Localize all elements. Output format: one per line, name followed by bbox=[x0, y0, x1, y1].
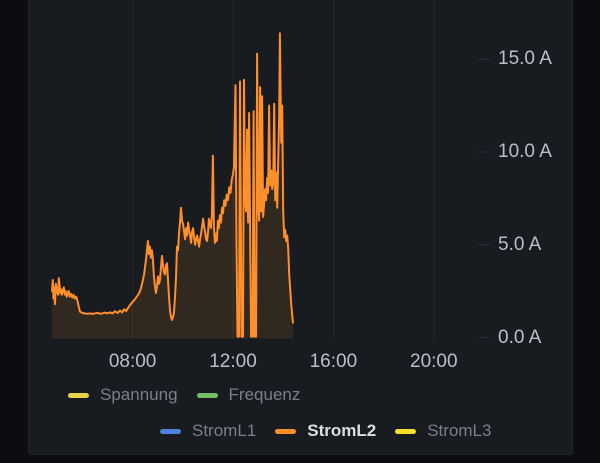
legend-item-stroml2[interactable]: StromL2 bbox=[275, 421, 376, 441]
legend-item-label: StromL3 bbox=[427, 421, 492, 440]
y-axis-tick-label: 5.0 A bbox=[498, 233, 542, 255]
y-axis-tick-marks bbox=[479, 58, 489, 338]
series-color-swatch bbox=[395, 428, 417, 434]
legend-row: StromL1 StromL2 StromL3 bbox=[160, 421, 491, 441]
legend-item-label: StromL1 bbox=[192, 421, 257, 440]
legend-item-frequenz[interactable]: Frequenz bbox=[196, 385, 301, 405]
stroml2-area-fill bbox=[52, 33, 293, 339]
legend-item-stroml1[interactable]: StromL1 bbox=[160, 421, 256, 441]
timeseries-panel bbox=[28, 0, 573, 455]
legend-item-spannung[interactable]: Spannung bbox=[68, 385, 178, 405]
legend-item-label: StromL2 bbox=[307, 421, 377, 440]
x-axis-tick-label: 08:00 bbox=[108, 351, 157, 372]
x-axis-tick-label: 20:00 bbox=[410, 351, 458, 372]
stroml2-line bbox=[51, 32, 294, 338]
y-axis-tick-label: 10.0 A bbox=[498, 141, 552, 162]
y-axis-tick-label: 15.0 A bbox=[498, 48, 552, 70]
legend-item-label: Frequenz bbox=[228, 385, 301, 404]
x-axis-tick-label: 12:00 bbox=[209, 351, 257, 372]
series-color-swatch bbox=[275, 428, 297, 434]
legend-item-stroml3[interactable]: StromL3 bbox=[395, 421, 491, 441]
series-color-swatch bbox=[160, 428, 181, 434]
y-axis-tick-label: 0.0 A bbox=[498, 326, 542, 348]
legend-item-label: Spannung bbox=[100, 385, 178, 404]
x-axis-tick-label: 16:00 bbox=[309, 351, 358, 372]
series-color-swatch bbox=[196, 392, 218, 398]
legend-row: Spannung Frequenz bbox=[68, 385, 301, 405]
series-color-swatch bbox=[68, 392, 89, 398]
